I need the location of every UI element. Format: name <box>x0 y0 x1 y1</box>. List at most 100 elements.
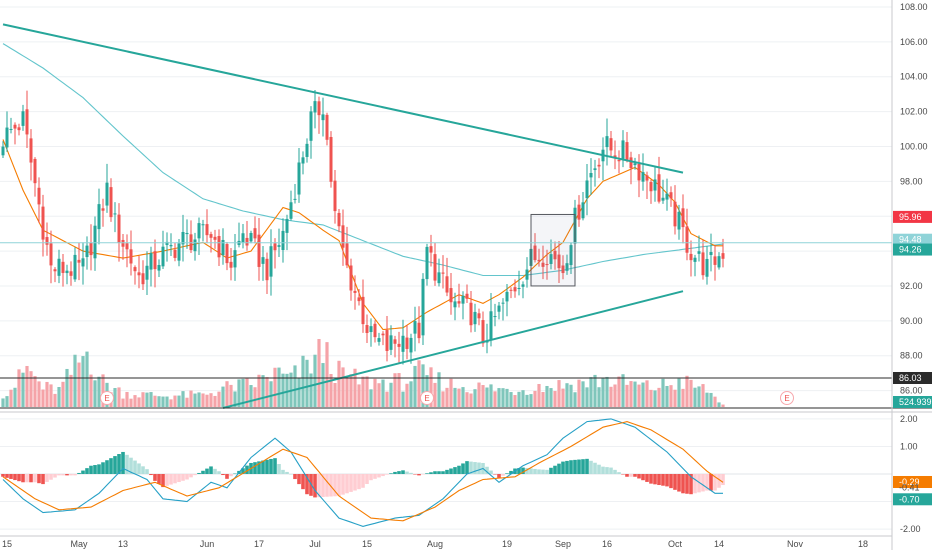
candle-body <box>5 127 9 148</box>
volume-bar <box>677 378 681 407</box>
volume-bar <box>321 363 325 407</box>
candle-body <box>413 321 417 334</box>
candle-body <box>317 101 321 116</box>
volume-bar <box>329 373 333 407</box>
candle-body <box>685 226 689 253</box>
volume-bar <box>465 392 469 407</box>
macd-histogram-bar <box>65 474 69 476</box>
volume-bar <box>557 380 561 407</box>
trendline-upper[interactable] <box>2 23 684 174</box>
volume-bar <box>673 389 677 407</box>
candle-body <box>593 168 597 171</box>
volume-bar <box>593 374 597 407</box>
candle-body <box>61 261 65 273</box>
price-tick-label: 92.00 <box>900 281 923 291</box>
candle-body <box>93 225 97 259</box>
candle-body <box>313 101 317 113</box>
macd-histogram-bar <box>93 465 97 474</box>
volume-bar <box>537 384 541 407</box>
volume-bar <box>37 381 41 407</box>
volume-bar <box>89 374 93 407</box>
macd-histogram-bar <box>389 473 393 474</box>
macd-histogram-bar <box>349 474 353 492</box>
macd-histogram-bar <box>69 474 73 476</box>
macd-histogram-bar <box>577 459 581 474</box>
volume-bar <box>461 387 465 407</box>
candle-body <box>265 258 269 281</box>
date-tick-label: Oct <box>668 539 683 549</box>
highlight-rectangle[interactable] <box>530 213 576 287</box>
price-tick-label: 104.00 <box>900 72 928 82</box>
volume-bar <box>101 374 105 407</box>
volume-bar <box>441 391 445 407</box>
candle-body <box>309 111 313 141</box>
candle-body <box>381 333 385 336</box>
volume-bar <box>133 395 137 407</box>
candle-body <box>657 174 661 202</box>
candle-body <box>173 249 177 258</box>
volume-bar <box>193 393 197 407</box>
candle-body <box>645 175 649 181</box>
macd-histogram-bar <box>305 474 309 495</box>
macd-histogram-bar <box>445 469 449 474</box>
volume-bar <box>381 379 385 407</box>
volume-bar <box>241 378 245 407</box>
macd-histogram-bar <box>401 470 405 474</box>
macd-histogram-bar <box>649 474 653 484</box>
macd-line <box>2 418 723 527</box>
volume-bar <box>1 398 5 407</box>
price-tick-label: 88.00 <box>900 351 923 361</box>
candle-body <box>149 253 153 270</box>
volume-bar <box>609 386 613 407</box>
volume-bar <box>453 387 457 407</box>
macd-tick-label: 2.00 <box>900 414 918 424</box>
candle-body <box>437 272 441 284</box>
macd-histogram-bar <box>29 474 33 483</box>
candle-body <box>185 232 189 235</box>
macd-histogram-bar <box>85 468 89 474</box>
date-tick-label: 16 <box>602 539 612 549</box>
candle-body <box>217 236 221 258</box>
candle-body <box>157 264 161 271</box>
price-tick-label: 102.00 <box>900 107 928 117</box>
macd-histogram-bar <box>233 473 237 475</box>
candle-body <box>65 270 69 274</box>
macd-histogram-bar <box>417 474 421 476</box>
price-label-ma: 94.48 <box>899 235 922 245</box>
macd-histogram-bar <box>145 469 149 474</box>
macd-histogram-bar <box>117 454 121 474</box>
candle-body <box>445 276 449 293</box>
macd-histogram-bar <box>461 463 465 474</box>
volume-histogram <box>1 339 725 407</box>
volume-bar <box>577 379 581 407</box>
candle-body <box>281 230 285 251</box>
macd-signal-line <box>2 421 724 522</box>
macd-histogram-bar <box>81 470 85 474</box>
candle-body <box>525 269 529 280</box>
macd-histogram-bar <box>289 474 293 475</box>
macd-histogram-bar <box>285 471 289 474</box>
candle-body <box>197 223 201 239</box>
macd-histogram-bar <box>9 474 13 479</box>
volume-bar <box>205 394 209 407</box>
candle-body <box>129 249 133 264</box>
macd-histogram-bar <box>625 474 629 477</box>
macd-histogram-bar <box>357 474 361 490</box>
candle-body <box>69 271 73 276</box>
volume-bar <box>669 385 673 407</box>
candle-body <box>261 257 265 264</box>
volume-bar <box>633 381 637 407</box>
volume-bar <box>573 392 577 407</box>
macd-histogram-bar <box>137 463 141 474</box>
volume-bar <box>257 374 261 407</box>
macd-histogram-bar <box>645 474 649 482</box>
candle-body <box>393 339 397 344</box>
volume-bar <box>213 395 217 407</box>
volume-bar <box>221 386 225 407</box>
volume-bar <box>337 360 341 407</box>
volume-bar <box>533 390 537 407</box>
candle-body <box>509 289 513 291</box>
trendline-lower[interactable] <box>222 290 684 409</box>
